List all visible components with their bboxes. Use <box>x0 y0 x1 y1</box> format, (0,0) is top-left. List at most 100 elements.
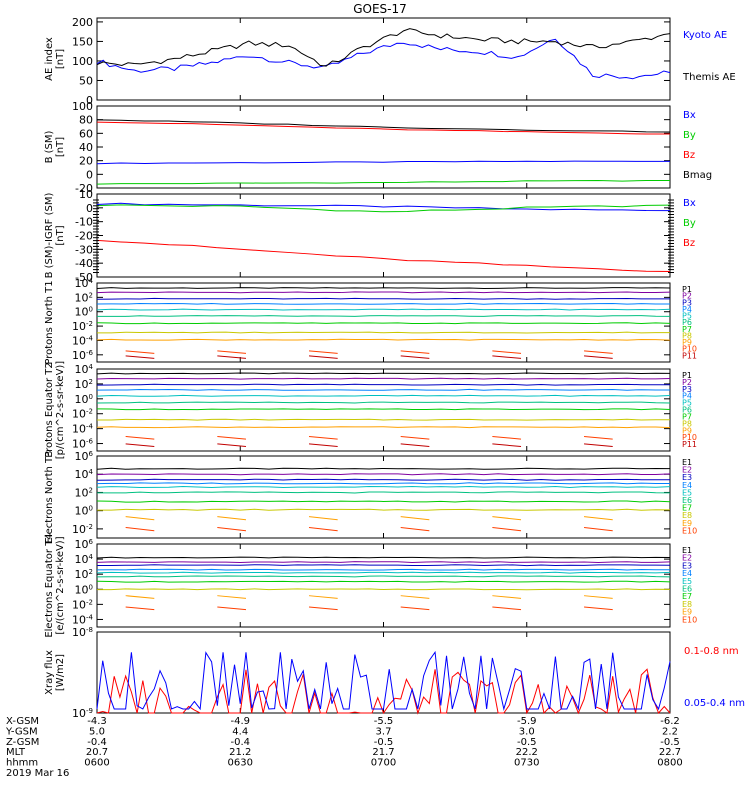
y-tick-label: 10-2 <box>72 598 93 611</box>
channel-label: E6 <box>682 496 692 505</box>
y-axis-label: B (SM)-IGRF (SM) <box>44 193 55 279</box>
channel-line <box>96 568 671 571</box>
channel-line <box>96 580 671 583</box>
y-axis-label: Protons Equator T2 <box>44 362 55 458</box>
channel-label: E2 <box>682 466 692 475</box>
orbit-value: 0630 <box>228 758 253 769</box>
y-tick-label: 10 <box>79 188 93 201</box>
xray-line <box>96 650 671 711</box>
y-tick-label: 50 <box>79 74 93 87</box>
channel-line <box>96 401 671 404</box>
channel-fragment <box>584 350 613 354</box>
chart-panel-8: Xray flux [W/m2]10-810-90.1-0.8 nm0.05-0.… <box>44 626 745 720</box>
channel-line <box>96 297 671 300</box>
y-tick-label: 80 <box>79 114 93 127</box>
channel-label: E9 <box>682 608 692 617</box>
channel-fragment <box>492 443 522 448</box>
channel-label: E8 <box>682 600 692 609</box>
channel-label: E2 <box>682 554 692 563</box>
channel-fragment <box>400 355 430 359</box>
channel-line <box>96 338 671 341</box>
channel-fragment <box>308 435 338 440</box>
orbit-row-label: MLT <box>6 747 26 758</box>
y-axis-label: [W/m2] <box>55 654 66 691</box>
channel-line <box>96 508 671 511</box>
channel-fragment <box>492 355 522 359</box>
legend-label: Kyoto AE <box>683 30 727 41</box>
y-tick-label: 10-2 <box>72 408 93 421</box>
y-tick-label: 106 <box>75 538 94 551</box>
channel-label: P6 <box>682 318 692 327</box>
channel-label: P8 <box>682 331 692 340</box>
channel-label: P2 <box>682 378 692 387</box>
y-tick-label: -20 <box>75 230 93 243</box>
channel-fragment <box>217 355 247 359</box>
y-tick-label: 102 <box>75 378 93 391</box>
channel-label: E6 <box>682 585 692 594</box>
channel-fragment <box>308 443 338 448</box>
y-tick-label: 0 <box>86 168 93 181</box>
y-tick-label: 10-6 <box>72 349 94 362</box>
series-line <box>96 160 671 165</box>
y-tick-label: 10-4 <box>72 334 94 347</box>
y-tick-label: 102 <box>75 486 93 499</box>
chart-panel-3: B (SM)-IGRF (SM) [nT] 100-10-20-30-40-50 Bx… <box>44 188 696 284</box>
channel-fragment <box>583 527 613 532</box>
series-line <box>96 28 671 67</box>
channel-fragment <box>584 435 613 440</box>
orbit-value: 5.0 <box>89 726 105 737</box>
channel-fragment <box>217 435 247 440</box>
channel-fragment <box>217 527 247 532</box>
channel-fragment <box>308 595 338 599</box>
channel-fragment <box>125 595 155 599</box>
channel-line <box>96 426 671 429</box>
channel-fragment <box>492 595 522 599</box>
orbit-value: -0.4 <box>87 737 107 748</box>
legend-label: 0.1-0.8 nm <box>684 646 739 657</box>
channel-fragment <box>584 606 613 611</box>
channel-label: P9 <box>682 426 692 435</box>
y-tick-label: 104 <box>75 553 94 566</box>
channel-line <box>96 302 671 305</box>
channel-line <box>96 388 671 391</box>
y-tick-label: 10-2 <box>72 320 93 333</box>
panel-frame <box>96 282 671 363</box>
channel-fragment <box>217 516 247 521</box>
channel-line <box>96 408 671 411</box>
channel-label: E3 <box>682 473 692 482</box>
chart-panel-7: Electrons Equator T4 [e/(cm^2-s-sr-keV)] 1… <box>44 533 697 637</box>
channel-line <box>96 564 671 567</box>
channel-fragment <box>125 527 155 532</box>
channel-label: P11 <box>682 440 697 449</box>
y-tick-label: 104 <box>75 363 94 376</box>
orbit-value: 21.7 <box>372 747 394 758</box>
channel-label: E4 <box>682 569 692 578</box>
channel-line <box>96 556 671 559</box>
channel-label: E1 <box>682 458 692 467</box>
orbit-value: 22.7 <box>659 747 681 758</box>
y-tick-label: -10 <box>75 216 93 229</box>
channel-label: E5 <box>682 488 692 497</box>
series-line <box>96 38 671 80</box>
chart-panel-4: Protons North T1 10410210010-210-410-6P1P… <box>44 277 697 365</box>
channel-label: P5 <box>682 312 692 321</box>
channel-fragment <box>492 527 522 532</box>
channel-fragment <box>125 435 155 440</box>
orbit-value: 2.2 <box>662 726 678 737</box>
orbit-value: 0700 <box>371 758 396 769</box>
channel-label: P10 <box>682 433 697 442</box>
channel-line <box>96 291 671 294</box>
channel-fragment <box>584 355 613 359</box>
orbit-value: 22.2 <box>516 747 538 758</box>
orbit-value: -5.5 <box>374 716 394 727</box>
channel-line <box>96 418 671 421</box>
channel-line <box>96 322 671 325</box>
channel-fragment <box>125 350 155 354</box>
y-tick-label: 10-4 <box>72 423 94 436</box>
channel-line <box>96 500 671 503</box>
orbit-value: -4.9 <box>230 716 250 727</box>
orbit-value: 0730 <box>514 758 539 769</box>
channel-label: P5 <box>682 399 692 408</box>
orbit-value: 0800 <box>657 758 682 769</box>
